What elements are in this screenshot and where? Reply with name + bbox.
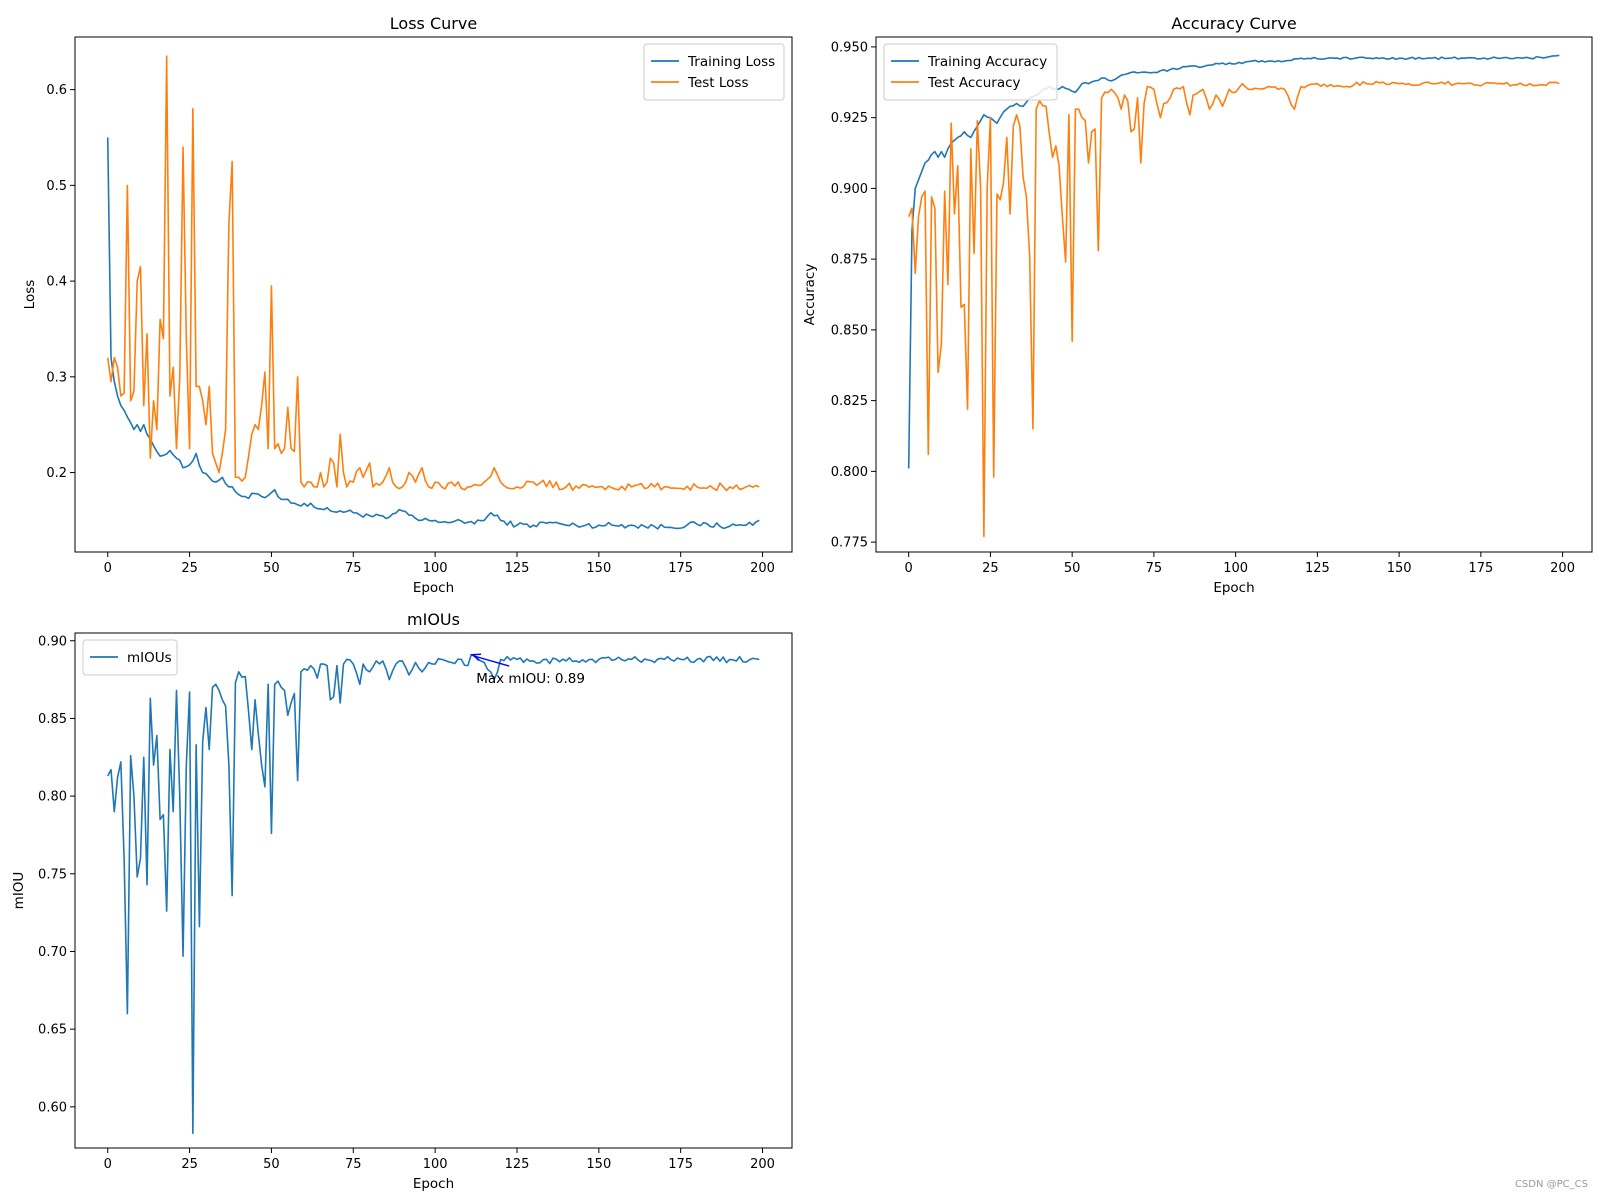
miou-x-tick-label: 75 <box>345 1157 362 1172</box>
loss-legend-label: Test Loss <box>687 75 749 91</box>
loss-x-tick-label: 150 <box>586 561 611 576</box>
loss-x-tick-label: 200 <box>750 561 775 576</box>
accuracy-legend: Training Accuracy Test Accuracy <box>883 43 1058 101</box>
loss-chart-title: Loss Curve <box>390 14 477 33</box>
miou-chart-title: mIOUs <box>407 610 460 629</box>
accuracy-series-training-accuracy-line <box>907 54 1560 469</box>
accuracy-legend-label: Training Accuracy <box>927 54 1047 70</box>
miou-chart-panel: 0 25 50 75 100 125 150 175 200 0.60 0.65 0.70 0.75 0.… <box>11 610 793 1192</box>
accuracy-x-tick-label: 75 <box>1146 561 1163 576</box>
loss-legend: Training Loss Test Loss <box>643 43 785 101</box>
miou-x-tick-label: 200 <box>750 1157 775 1172</box>
accuracy-series-test-accuracy-line <box>907 80 1560 538</box>
accuracy-x-tick-label: 100 <box>1223 561 1248 576</box>
loss-x-tick-label: 25 <box>181 561 198 576</box>
miou-plot-frame <box>74 632 793 1149</box>
loss-legend-box <box>643 43 785 101</box>
miou-y-tick-label: 0.80 <box>38 790 67 805</box>
accuracy-x-tick-label: 150 <box>1387 561 1412 576</box>
miou-y-tick-label: 0.75 <box>38 867 67 882</box>
accuracy-x-tick-label: 125 <box>1305 561 1330 576</box>
loss-series-training-loss-line <box>106 137 760 530</box>
miou-annotation-arrow-line <box>472 655 510 667</box>
accuracy-y-tick-label: 0.800 <box>831 465 868 480</box>
accuracy-y-tick-label: 0.950 <box>831 40 868 55</box>
miou-x-tick-label: 50 <box>263 1157 280 1172</box>
loss-y-axis-label: Loss <box>22 280 38 310</box>
accuracy-legend-box <box>883 43 1058 101</box>
accuracy-x-tick-label: 0 <box>905 561 913 576</box>
accuracy-x-tick-label: 25 <box>982 561 999 576</box>
accuracy-chart-panel: 0 25 50 75 100 125 150 175 200 0.775 0.800 0.825 0.8… <box>802 14 1593 596</box>
accuracy-x-tick-label: 175 <box>1468 561 1493 576</box>
miou-x-axis-label: Epoch <box>413 1176 454 1192</box>
loss-x-tick-label: 175 <box>668 561 693 576</box>
accuracy-y-tick-label: 0.875 <box>831 253 868 268</box>
miou-annotation-text: Max mIOU: 0.89 <box>476 671 585 687</box>
accuracy-chart-title: Accuracy Curve <box>1171 14 1296 33</box>
watermark-text: CSDN @PC_CS <box>1514 1179 1588 1190</box>
miou-y-tick-label: 0.90 <box>38 634 67 649</box>
miou-x-tick-label: 100 <box>423 1157 448 1172</box>
loss-x-tick-label: 0 <box>104 561 112 576</box>
loss-y-tick-label: 0.6 <box>46 83 67 98</box>
miou-x-tick-label: 125 <box>505 1157 530 1172</box>
miou-series-mious-line <box>107 653 760 1135</box>
loss-x-tick-label: 75 <box>345 561 362 576</box>
miou-y-tick-label: 0.70 <box>38 945 67 960</box>
loss-y-tick-label: 0.4 <box>46 275 67 290</box>
accuracy-y-tick-label: 0.850 <box>831 323 868 338</box>
loss-x-axis-label: Epoch <box>413 580 454 596</box>
accuracy-y-tick-label: 0.925 <box>831 111 868 126</box>
miou-y-tick-label: 0.60 <box>38 1100 67 1115</box>
accuracy-y-tick-label: 0.900 <box>831 182 868 197</box>
miou-legend: mIOUs <box>82 639 178 676</box>
miou-legend-label: mIOUs <box>127 650 172 666</box>
miou-y-tick-label: 0.85 <box>38 712 67 727</box>
loss-y-tick-label: 0.2 <box>46 466 67 481</box>
accuracy-y-axis-label: Accuracy <box>802 264 818 326</box>
loss-plot-frame <box>74 36 793 553</box>
miou-x-tick-label: 25 <box>181 1157 198 1172</box>
miou-x-tick-label: 150 <box>586 1157 611 1172</box>
loss-x-tick-label: 125 <box>505 561 530 576</box>
loss-y-tick-label: 0.3 <box>46 370 67 385</box>
loss-y-tick-label: 0.5 <box>46 179 67 194</box>
accuracy-x-tick-label: 200 <box>1550 561 1575 576</box>
accuracy-y-tick-label: 0.825 <box>831 394 868 409</box>
loss-legend-label: Training Loss <box>687 54 775 70</box>
loss-x-tick-label: 100 <box>423 561 448 576</box>
miou-y-axis-label: mIOU <box>11 872 27 910</box>
loss-series-test-loss-line <box>106 55 760 492</box>
miou-x-tick-label: 175 <box>668 1157 693 1172</box>
loss-x-tick-label: 50 <box>263 561 280 576</box>
accuracy-plot-frame <box>875 36 1593 553</box>
miou-y-tick-label: 0.65 <box>38 1023 67 1038</box>
miou-x-tick-label: 0 <box>104 1157 112 1172</box>
miou-legend-box <box>82 639 178 676</box>
accuracy-legend-label: Test Accuracy <box>927 75 1021 91</box>
accuracy-x-axis-label: Epoch <box>1213 580 1254 596</box>
miou-annotation: Max mIOU: 0.89 <box>470 653 585 687</box>
loss-chart-panel: 0 25 50 75 100 125 150 175 200 0.2 0.3 0.4 0.5 0.6 Los… <box>22 14 793 596</box>
accuracy-y-tick-label: 0.775 <box>831 536 868 551</box>
accuracy-x-tick-label: 50 <box>1064 561 1081 576</box>
miou-annotation-arrow-head <box>470 653 482 661</box>
